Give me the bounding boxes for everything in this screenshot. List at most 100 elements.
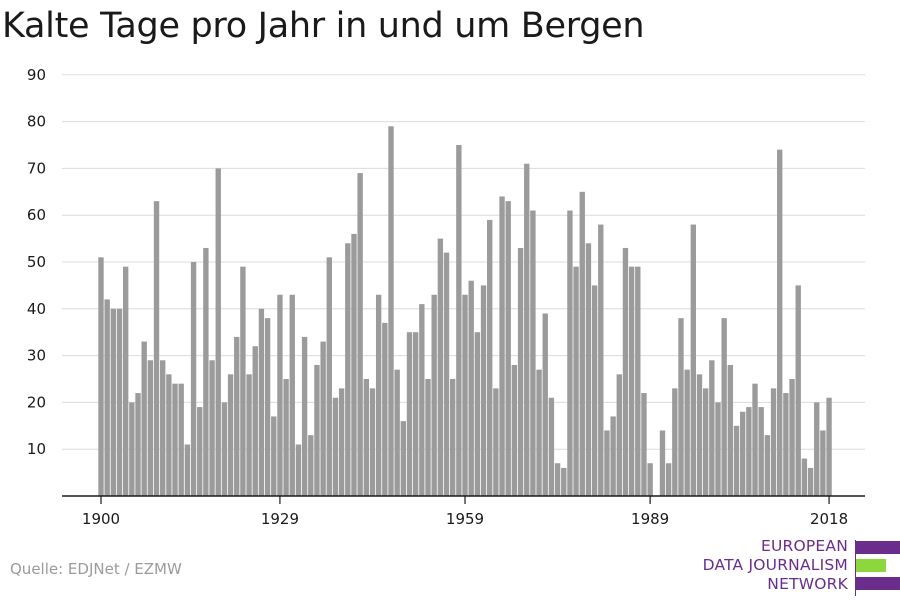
bar-1953 — [425, 379, 431, 496]
bar-1935 — [314, 364, 320, 496]
bar-2004 — [740, 411, 746, 496]
logo-bar-green — [856, 559, 886, 572]
bar-1937 — [326, 257, 332, 496]
bar-1986 — [628, 266, 635, 496]
bar-1940 — [345, 243, 351, 496]
bar-1958 — [456, 145, 462, 496]
bar-1973 — [548, 397, 555, 496]
bar-1904 — [123, 266, 129, 496]
bar-1901 — [104, 299, 110, 496]
chart-title: Kalte Tage pro Jahr in und um Bergen — [2, 6, 645, 46]
bar-1993 — [672, 388, 678, 496]
bar-2002 — [727, 364, 734, 496]
bar-1977 — [573, 266, 579, 496]
bar-2012 — [789, 379, 795, 496]
bar-1945 — [375, 294, 382, 496]
bar-1972 — [542, 313, 548, 496]
bar-1978 — [579, 191, 585, 497]
bar-1929 — [277, 294, 283, 496]
bar-1982 — [604, 430, 610, 496]
bar-1965 — [499, 196, 505, 497]
bar-1922 — [234, 336, 240, 496]
bar-1912 — [172, 383, 178, 496]
bar-1996 — [690, 224, 696, 496]
bar-1950 — [406, 332, 413, 496]
bar-1971 — [536, 369, 542, 496]
bar-1905 — [129, 402, 135, 496]
bar-1900 — [98, 257, 104, 496]
bar-1907 — [141, 341, 147, 496]
bar-1942 — [357, 173, 363, 496]
bar-1939 — [338, 388, 345, 496]
bar-1995 — [684, 369, 690, 496]
bar-2008 — [764, 435, 771, 496]
bar-1918 — [209, 360, 215, 496]
bar-1957 — [450, 379, 456, 496]
logo-line-2: DATA JOURNALISM — [702, 556, 848, 574]
bar-1967 — [511, 364, 518, 496]
y-tick-label: 80 — [27, 113, 46, 131]
bar-1916 — [197, 407, 203, 496]
bar-1961 — [474, 332, 481, 496]
bar-2013 — [795, 285, 801, 496]
bar-2000 — [715, 402, 721, 496]
bar-1991 — [659, 430, 666, 496]
y-tick-label: 30 — [27, 347, 46, 365]
bar-1908 — [147, 360, 154, 496]
bar-1988 — [641, 393, 647, 496]
logo-bar-purple-top — [856, 541, 900, 554]
bar-2011 — [783, 393, 789, 496]
bar-1974 — [554, 463, 561, 496]
bar-1966 — [505, 201, 511, 496]
bar-1926 — [258, 308, 265, 496]
bar-2001 — [721, 318, 727, 496]
bar-1944 — [369, 388, 376, 496]
bar-1903 — [116, 308, 123, 496]
bar-1956 — [443, 252, 450, 496]
bar-1932 — [295, 444, 302, 496]
bar-1948 — [394, 369, 400, 496]
bar-1962 — [480, 285, 487, 496]
bar-chart: 10 20 30 40 50 60 70 80 90 1900 1929 1959 1989 2018 — [27, 66, 865, 528]
bar-2017 — [820, 430, 826, 496]
bars — [98, 126, 832, 497]
y-tick-label: 20 — [27, 393, 46, 411]
x-axis-ticks: 1900 1929 1959 1989 2018 — [82, 496, 848, 528]
bar-1963 — [487, 219, 493, 496]
logo-line-3: NETWORK — [767, 575, 848, 593]
y-tick-label: 70 — [27, 159, 46, 177]
bar-1925 — [252, 346, 258, 496]
bar-1980 — [591, 285, 598, 496]
bar-1969 — [524, 163, 530, 496]
bar-1946 — [382, 322, 388, 496]
bar-1941 — [351, 233, 357, 497]
bar-1960 — [468, 280, 474, 496]
bar-1927 — [264, 318, 271, 496]
bar-1999 — [709, 360, 715, 496]
bar-1928 — [271, 416, 277, 496]
bar-2007 — [758, 407, 764, 496]
bar-1943 — [363, 379, 369, 496]
bar-1924 — [246, 374, 252, 496]
bar-1976 — [567, 210, 573, 496]
bar-1992 — [665, 463, 672, 496]
bar-1987 — [635, 266, 641, 496]
bar-1968 — [517, 247, 524, 496]
bar-1923 — [240, 266, 246, 496]
y-tick-label: 90 — [27, 66, 46, 84]
y-tick-label: 60 — [27, 206, 46, 224]
bar-1984 — [616, 374, 622, 496]
y-axis-ticks: 10 20 30 40 50 60 70 80 90 — [27, 66, 46, 458]
bar-1983 — [610, 416, 616, 496]
bar-1975 — [561, 467, 567, 496]
bar-1921 — [227, 374, 234, 496]
bar-1909 — [153, 201, 160, 496]
bar-1911 — [166, 374, 172, 496]
bar-2016 — [814, 402, 820, 496]
bar-1906 — [135, 393, 141, 496]
bar-2005 — [746, 407, 752, 496]
bar-2003 — [733, 425, 740, 496]
logo-bar-purple-bottom — [856, 577, 900, 590]
bar-1998 — [702, 388, 709, 496]
bar-1989 — [647, 463, 653, 496]
